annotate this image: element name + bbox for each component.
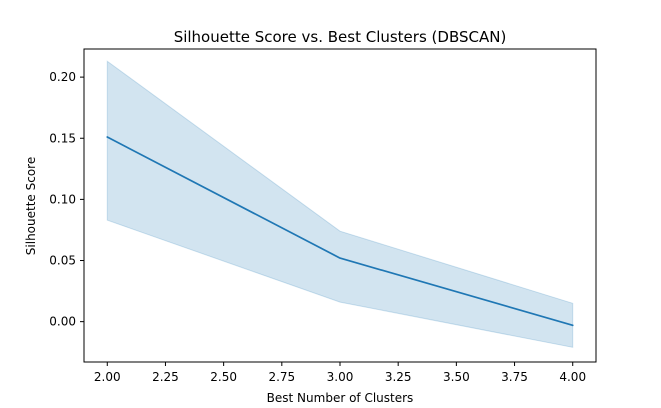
y-axis-ticks: 0.00 0.05 0.10 0.15 0.20 [49, 70, 84, 329]
x-axis-ticks: 2.00 2.25 2.50 2.75 3.00 3.25 3.50 3.75 4.00 [94, 362, 586, 384]
confidence-band-layer [106, 60, 574, 348]
x-axis-label: Best Number of Clusters [267, 391, 414, 405]
series-line-layer [106, 136, 574, 327]
confidence-band [106, 60, 574, 348]
y-tick-label: 0.00 [49, 315, 76, 329]
y-tick-label: 0.15 [49, 131, 76, 145]
x-tick-label: 4.00 [559, 370, 586, 384]
y-tick-label: 0.05 [49, 254, 76, 268]
x-tick-label: 3.00 [327, 370, 354, 384]
series-line [106, 136, 574, 327]
x-tick-label: 3.50 [443, 370, 470, 384]
y-axis-label: Silhouette Score [24, 157, 38, 255]
x-tick-label: 3.25 [385, 370, 412, 384]
x-tick-label: 2.75 [268, 370, 295, 384]
x-tick-label: 2.25 [152, 370, 179, 384]
x-tick-label: 3.75 [501, 370, 528, 384]
y-tick-label: 0.10 [49, 192, 76, 206]
chart-title: Silhouette Score vs. Best Clusters (DBSC… [174, 28, 507, 46]
x-tick-label: 2.50 [210, 370, 237, 384]
y-tick-label: 0.20 [49, 70, 76, 84]
x-tick-label: 2.00 [94, 370, 121, 384]
